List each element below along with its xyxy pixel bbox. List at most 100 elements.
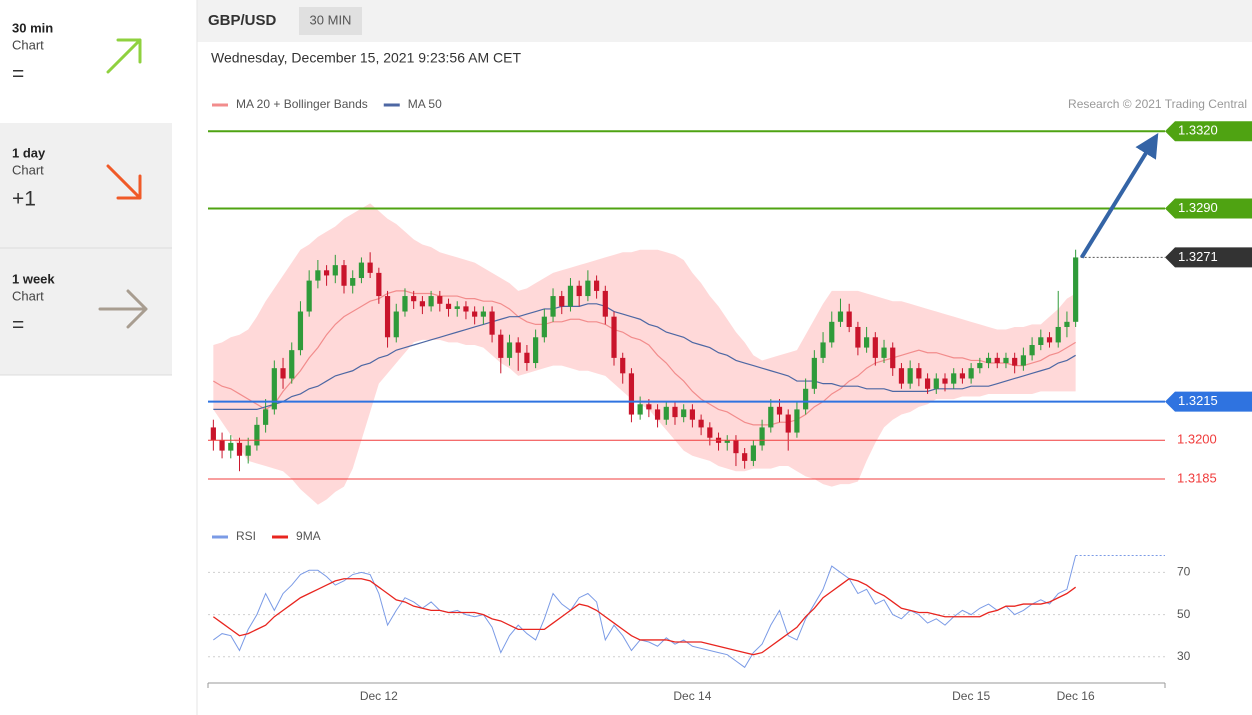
level-label: 1.3320	[1178, 123, 1218, 138]
period-label: Chart	[12, 162, 44, 177]
candle-body	[672, 406, 678, 418]
period-label: Chart	[12, 37, 44, 52]
candle-body	[263, 409, 269, 425]
forecast-arrow	[1079, 132, 1159, 259]
candle-body	[297, 311, 304, 351]
candle-body	[1029, 345, 1035, 356]
trend-icon	[98, 289, 148, 329]
candle-body	[1073, 257, 1079, 322]
candle-body	[236, 442, 243, 456]
change: =	[12, 314, 24, 337]
sidebar-panel[interactable]	[0, 248, 172, 375]
candle-body	[663, 406, 669, 420]
interval-badge[interactable]	[299, 7, 362, 35]
candle-body	[515, 342, 521, 353]
candle-body	[1020, 355, 1026, 366]
candle-body	[498, 334, 504, 358]
candle-body	[654, 409, 661, 420]
candle-body	[1003, 357, 1009, 364]
level-label: 1.3290	[1178, 200, 1218, 215]
candle-body	[898, 368, 905, 384]
candle-body	[306, 280, 312, 312]
interval[interactable]: 30 MIN	[310, 12, 352, 27]
candle-body	[803, 388, 809, 410]
candle-body	[646, 404, 652, 410]
level-badge	[1165, 391, 1252, 412]
x-tick-label: Dec 12	[360, 689, 398, 703]
candle-body	[315, 270, 321, 281]
candle-body	[463, 306, 469, 312]
sidebar-panel[interactable]	[0, 0, 172, 123]
candle-body	[602, 290, 608, 317]
candle-body	[472, 311, 478, 317]
candle-body	[794, 409, 800, 433]
candle-body	[776, 406, 783, 415]
period: 1 day	[12, 145, 46, 160]
legend-label: RSI	[236, 529, 256, 543]
sidebar-panel[interactable]	[0, 123, 172, 248]
candle-body	[1055, 326, 1061, 343]
candle-body	[837, 311, 844, 322]
candle-body	[210, 427, 216, 441]
period-label: Chart	[12, 288, 44, 303]
candle-body	[567, 285, 574, 307]
timestamp: Wednesday, December 15, 2021 9:23:56 AM …	[211, 50, 521, 66]
candle-body	[289, 350, 295, 379]
candle-body	[951, 373, 957, 384]
candle-body	[829, 321, 835, 343]
level-label: 1.3200	[1177, 432, 1217, 447]
candle-body	[341, 265, 347, 286]
candle-body	[576, 285, 582, 297]
candle-body	[454, 306, 460, 309]
candle-body	[855, 326, 861, 348]
symbol: GBP/USD	[208, 12, 277, 29]
candle-body	[768, 406, 774, 428]
candle-body	[637, 404, 643, 415]
level-label: 1.3271	[1178, 249, 1218, 264]
change: =	[12, 63, 24, 86]
candle-body	[620, 357, 626, 374]
x-tick-label: Dec 15	[952, 689, 990, 703]
candle-body	[228, 442, 234, 451]
legend-label: MA 50	[408, 97, 442, 111]
candle-body	[724, 440, 730, 443]
candle-body	[428, 296, 434, 307]
candle-body	[977, 363, 983, 369]
candle-body	[280, 368, 286, 379]
moving-average	[213, 290, 1076, 426]
candle-body	[585, 280, 591, 297]
candle-body	[890, 347, 896, 369]
candle-body	[611, 316, 617, 358]
candle-body	[358, 262, 365, 279]
candle-body	[376, 272, 382, 297]
candle-body	[916, 368, 922, 379]
candle-body	[942, 378, 948, 384]
x-tick-label: Dec 16	[1057, 689, 1095, 703]
candle-body	[550, 296, 556, 317]
candle-body	[1064, 321, 1070, 327]
candle-body	[445, 303, 452, 309]
candle-body	[437, 296, 443, 304]
candle-body	[750, 445, 756, 461]
candle-body	[559, 296, 565, 307]
legend-label: 9MA	[296, 529, 321, 543]
candle-body	[968, 368, 974, 379]
candle-body	[985, 357, 992, 364]
credit: Research © 2021 Trading Central	[1068, 97, 1247, 111]
change: +1	[12, 188, 36, 211]
candle-body	[742, 453, 748, 461]
candle-body	[506, 342, 513, 358]
candle-body	[254, 424, 260, 446]
candle-body	[411, 296, 417, 302]
candle-body	[864, 337, 870, 348]
legend-label: MA 20 + Bollinger Bands	[236, 97, 368, 111]
candle-body	[350, 278, 356, 286]
candle-body	[524, 352, 530, 364]
indicator-line	[212, 578, 1077, 656]
y-tick-label: 70	[1177, 565, 1191, 579]
candle-body	[1012, 357, 1018, 366]
candle-body	[541, 316, 547, 338]
level-label: 1.3185	[1177, 470, 1217, 485]
